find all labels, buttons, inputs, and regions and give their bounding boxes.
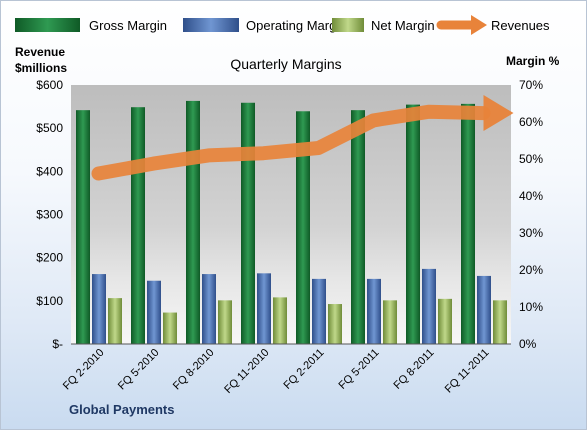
net-margin-bar [108, 298, 122, 344]
operating-margin-bar [477, 275, 491, 344]
net-margin-bar [493, 300, 507, 344]
left-axis-label-line2: $millions [15, 61, 67, 75]
operating-margin-bar [367, 278, 381, 344]
operating-margin-bar [92, 274, 106, 344]
right-tick-label: 30% [519, 226, 543, 240]
x-tick-label: FQ 5-2010 [116, 347, 162, 393]
legend-swatch-operating-margin [183, 18, 239, 32]
net-margin-bar [438, 298, 452, 344]
right-tick-label: 40% [519, 189, 543, 203]
right-tick-label: 60% [519, 115, 543, 129]
legend-label-net-margin: Net Margin [371, 18, 435, 33]
operating-margin-bar [257, 273, 271, 344]
x-tick-label: FQ 11-2010 [222, 347, 271, 396]
left-tick-label: $600 [36, 78, 63, 92]
right-tick-label: 0% [519, 337, 537, 351]
net-margin-bar [328, 304, 342, 344]
operating-margin-bar [312, 278, 326, 344]
operating-margin-bar [422, 268, 436, 344]
x-tick-label: FQ 8-2010 [171, 347, 217, 393]
x-tick-label: FQ 2-2011 [282, 347, 327, 392]
legend-label-gross-margin: Gross Margin [89, 18, 167, 33]
legend-arrow-icon [471, 15, 487, 35]
operating-margin-bar [202, 274, 216, 344]
x-tick-label: FQ 8-2011 [392, 347, 437, 392]
legend-label-operating-margin: Operating Margin [246, 18, 346, 33]
right-tick-label: 10% [519, 300, 543, 314]
net-margin-bar [273, 297, 287, 344]
gross-margin-bar [461, 103, 475, 345]
left-tick-label: $300 [36, 208, 63, 222]
gross-margin-bar [131, 107, 145, 344]
company-label: Global Payments [69, 402, 174, 417]
gross-margin-bar [76, 110, 90, 344]
legend-swatch-net-margin [332, 18, 364, 32]
x-tick-label: FQ 2-2010 [61, 347, 107, 393]
gross-margin-bar [186, 100, 200, 344]
revenue-arrowhead-icon [483, 95, 514, 132]
right-tick-label: 20% [519, 263, 543, 277]
x-tick-label: FQ 11-2011 [443, 347, 492, 396]
net-margin-bar [383, 300, 397, 344]
right-tick-label: 50% [519, 152, 543, 166]
left-tick-label: $- [52, 337, 63, 351]
left-tick-label: $400 [36, 164, 63, 178]
chart-title: Quarterly Margins [230, 56, 341, 72]
left-tick-label: $200 [36, 251, 63, 265]
left-tick-label: $100 [36, 294, 63, 308]
bar-marks [76, 100, 507, 345]
gross-margin-bar [351, 110, 365, 344]
right-axis-label: Margin % [506, 54, 560, 68]
revenue-line [91, 95, 514, 181]
legend-label-revenues: Revenues [491, 18, 550, 33]
net-margin-bar [218, 300, 232, 344]
gross-margin-bar [241, 102, 255, 344]
net-margin-bar [163, 312, 177, 344]
left-tick-label: $500 [36, 121, 63, 135]
legend-swatch-gross-margin [15, 18, 80, 32]
gross-margin-bar [406, 104, 420, 344]
revenue-series-line [91, 104, 491, 181]
right-tick-label: 70% [519, 78, 543, 92]
gross-margin-bar [296, 111, 310, 345]
x-tick-label: FQ 5-2011 [337, 347, 382, 392]
legend: Gross Margin Operating Margin Net Margin… [15, 15, 550, 35]
left-axis-label-line1: Revenue [15, 45, 65, 59]
operating-margin-bar [147, 280, 161, 344]
